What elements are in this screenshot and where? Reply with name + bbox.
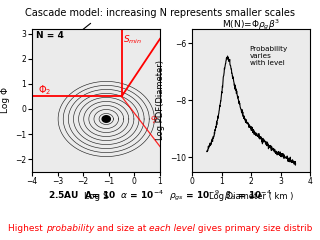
Text: and size at: and size at: [94, 224, 149, 233]
Text: Cascade model: increasing N represents smaller scales: Cascade model: increasing N represents s…: [25, 8, 295, 18]
X-axis label: Log S: Log S: [84, 192, 108, 201]
Text: each level: each level: [149, 224, 195, 233]
Y-axis label: Log PDF(Diameter): Log PDF(Diameter): [156, 60, 165, 140]
Text: N = 4: N = 4: [36, 30, 64, 40]
Text: Probability
varies
with level: Probability varies with level: [250, 46, 288, 66]
Text: gives primary size distrib: gives primary size distrib: [195, 224, 313, 233]
Text: M(N)=$\Phi\rho_g\beta^3$: M(N)=$\Phi\rho_g\beta^3$: [222, 18, 280, 32]
Polygon shape: [102, 116, 110, 122]
Text: 2.5AU  A= 10  $\alpha$ = 10$^{-4}$  $\rho_{gs}$ = 10$^{-9}$  $\beta_o$ = 10$^{-4: 2.5AU A= 10 $\alpha$ = 10$^{-4}$ $\rho_{…: [48, 188, 272, 203]
Text: Highest: Highest: [8, 224, 46, 233]
Text: probability: probability: [46, 224, 94, 233]
Text: $S_{min}$: $S_{min}$: [123, 34, 142, 46]
X-axis label: Log Diameter ( km ): Log Diameter ( km ): [209, 192, 293, 201]
Y-axis label: Log Φ: Log Φ: [1, 87, 10, 113]
Text: $\Phi_2$: $\Phi_2$: [38, 84, 52, 97]
Text: $\sigma_1$: $\sigma_1$: [146, 112, 160, 126]
